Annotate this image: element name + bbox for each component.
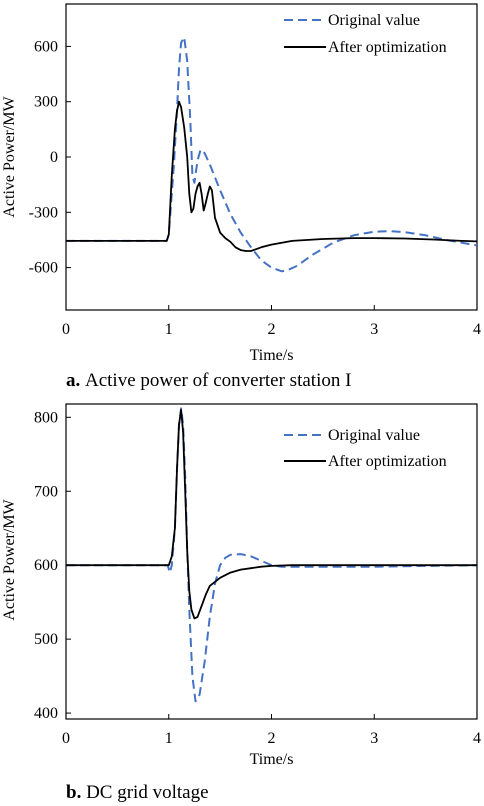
x-tick-label: 2: [268, 321, 276, 338]
caption-text: Active power of converter station I: [85, 370, 351, 391]
y-axis-label: Active Power/MW: [1, 95, 18, 217]
x-tick-label: 3: [370, 321, 378, 338]
y-tick-label: 600: [34, 557, 58, 574]
y-tick-label: -600: [29, 260, 58, 277]
y-tick-label: 700: [34, 483, 58, 500]
x-tick-label: 3: [370, 730, 378, 747]
series-line-optimized: [66, 100, 477, 252]
y-tick-label: 300: [34, 94, 58, 111]
y-tick-label: 400: [34, 705, 58, 722]
x-tick-label: 4: [473, 730, 481, 747]
plot-frame: [65, 403, 478, 720]
y-tick-label: 800: [34, 409, 58, 426]
x-axis-label: Time/s: [250, 751, 294, 768]
chart-0: 0 1 2 3 4 -600 -300 0 300 600 Time/s Active Power/M…: [1, 3, 481, 391]
caption-text: DC grid voltage: [86, 782, 208, 803]
caption-letter: b.: [66, 782, 86, 803]
y-tick-label: 500: [34, 631, 58, 648]
series-line-optimized: [66, 408, 477, 620]
caption-letter: a.: [66, 370, 85, 391]
legend-label-1: After optimization: [328, 39, 447, 56]
chart-caption: a. Active power of converter station I: [66, 370, 351, 391]
legend-label-0: Original value: [328, 427, 420, 444]
x-tick-label: 1: [165, 730, 173, 747]
y-tick-label: -300: [29, 204, 58, 221]
x-tick-label: 0: [62, 730, 70, 747]
x-tick-label: 2: [268, 730, 276, 747]
legend-label-1: After optimization: [328, 453, 447, 470]
series-line-original: [66, 36, 477, 273]
y-tick-label: 0: [50, 149, 58, 166]
legend-label-0: Original value: [328, 12, 420, 29]
chart-1: 0 1 2 3 4 400 500 600 700 800 Time/s Active Power/M…: [1, 403, 481, 803]
x-tick-label: 4: [473, 321, 481, 338]
y-tick-label: 600: [34, 38, 58, 55]
y-axis-label: Active Power/MW: [1, 498, 18, 620]
chart-caption: b. DC grid voltage: [66, 782, 209, 803]
x-tick-label: 0: [62, 321, 70, 338]
x-tick-label: 1: [165, 321, 173, 338]
x-axis-label: Time/s: [250, 347, 294, 364]
